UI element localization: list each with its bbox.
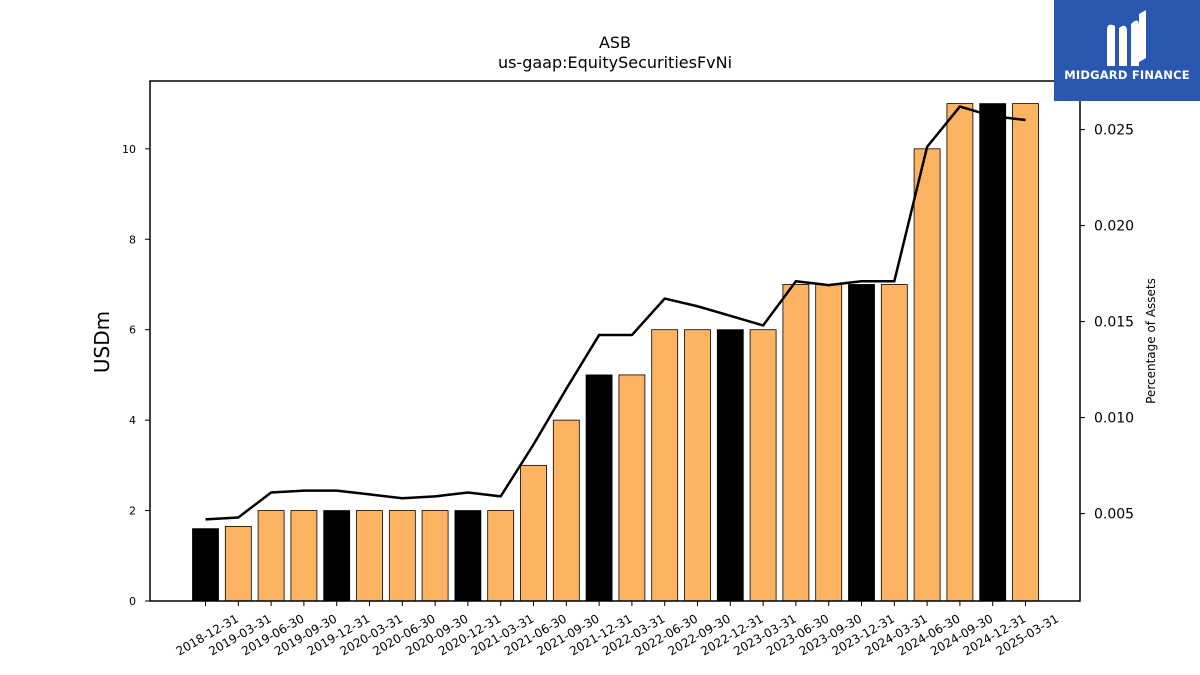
bar-2020-09-30 [421,510,449,602]
bar-2019-12-31 [323,510,351,602]
bar-2021-06-30 [520,464,547,602]
bar-2024-06-30 [913,148,941,602]
y-tick-label: 10 [122,143,136,156]
y-tick-label: 0 [129,595,136,608]
bar-2022-12-31 [716,329,744,602]
y2-tick-label: 0.025 [1094,123,1134,139]
bar-2024-09-30 [946,103,974,602]
y-tick-label: 8 [129,233,136,246]
bar-2025-03-31 [1012,103,1039,602]
chart-subtitle: us-gaap:EquitySecuritiesFvNi [498,53,732,72]
bar-2020-06-30 [388,510,416,602]
line-group [205,105,1026,521]
bar-2020-03-31 [356,510,383,602]
bar-2021-03-31 [487,510,515,602]
bar-2023-12-31 [848,284,875,602]
bar-2022-06-30 [651,329,679,602]
y2-tick-label: 0.010 [1094,411,1134,427]
logo-text: MIDGARD FINANCE [1064,68,1190,82]
bar-2024-03-31 [880,284,908,602]
bar-2023-06-30 [782,284,810,602]
bar-2022-03-31 [618,374,646,602]
logo: MIDGARD FINANCE [1054,0,1200,101]
bar-2023-09-30 [815,284,843,602]
bar-2021-12-31 [585,374,613,602]
bar-2022-09-30 [684,329,711,602]
bar-2023-03-31 [749,329,777,602]
bar-2019-03-31 [224,525,252,602]
bar-2019-09-30 [290,510,318,602]
bar-2021-09-30 [552,419,580,602]
bar-group [192,103,1039,602]
percentage-line [205,105,1026,521]
bar-2018-12-31 [192,528,219,602]
y-axis-label: USDm [90,311,114,373]
bar-2019-06-30 [257,510,285,602]
y2-tick-label: 0.005 [1094,507,1134,523]
y2-tick-label: 0.020 [1094,219,1134,235]
y-tick-label: 4 [129,414,136,427]
chart-title: ASB [599,33,631,52]
y2-tick-label: 0.015 [1094,315,1134,331]
y-tick-label: 6 [129,324,136,337]
plot-frame [149,80,1081,602]
y-tick-label: 2 [129,505,136,518]
bar-2024-12-31 [979,103,1007,602]
logo-mark-icon [1107,10,1146,67]
bar-2020-12-31 [454,510,482,602]
y2-axis-label: Percentage of Assets [1144,278,1158,404]
